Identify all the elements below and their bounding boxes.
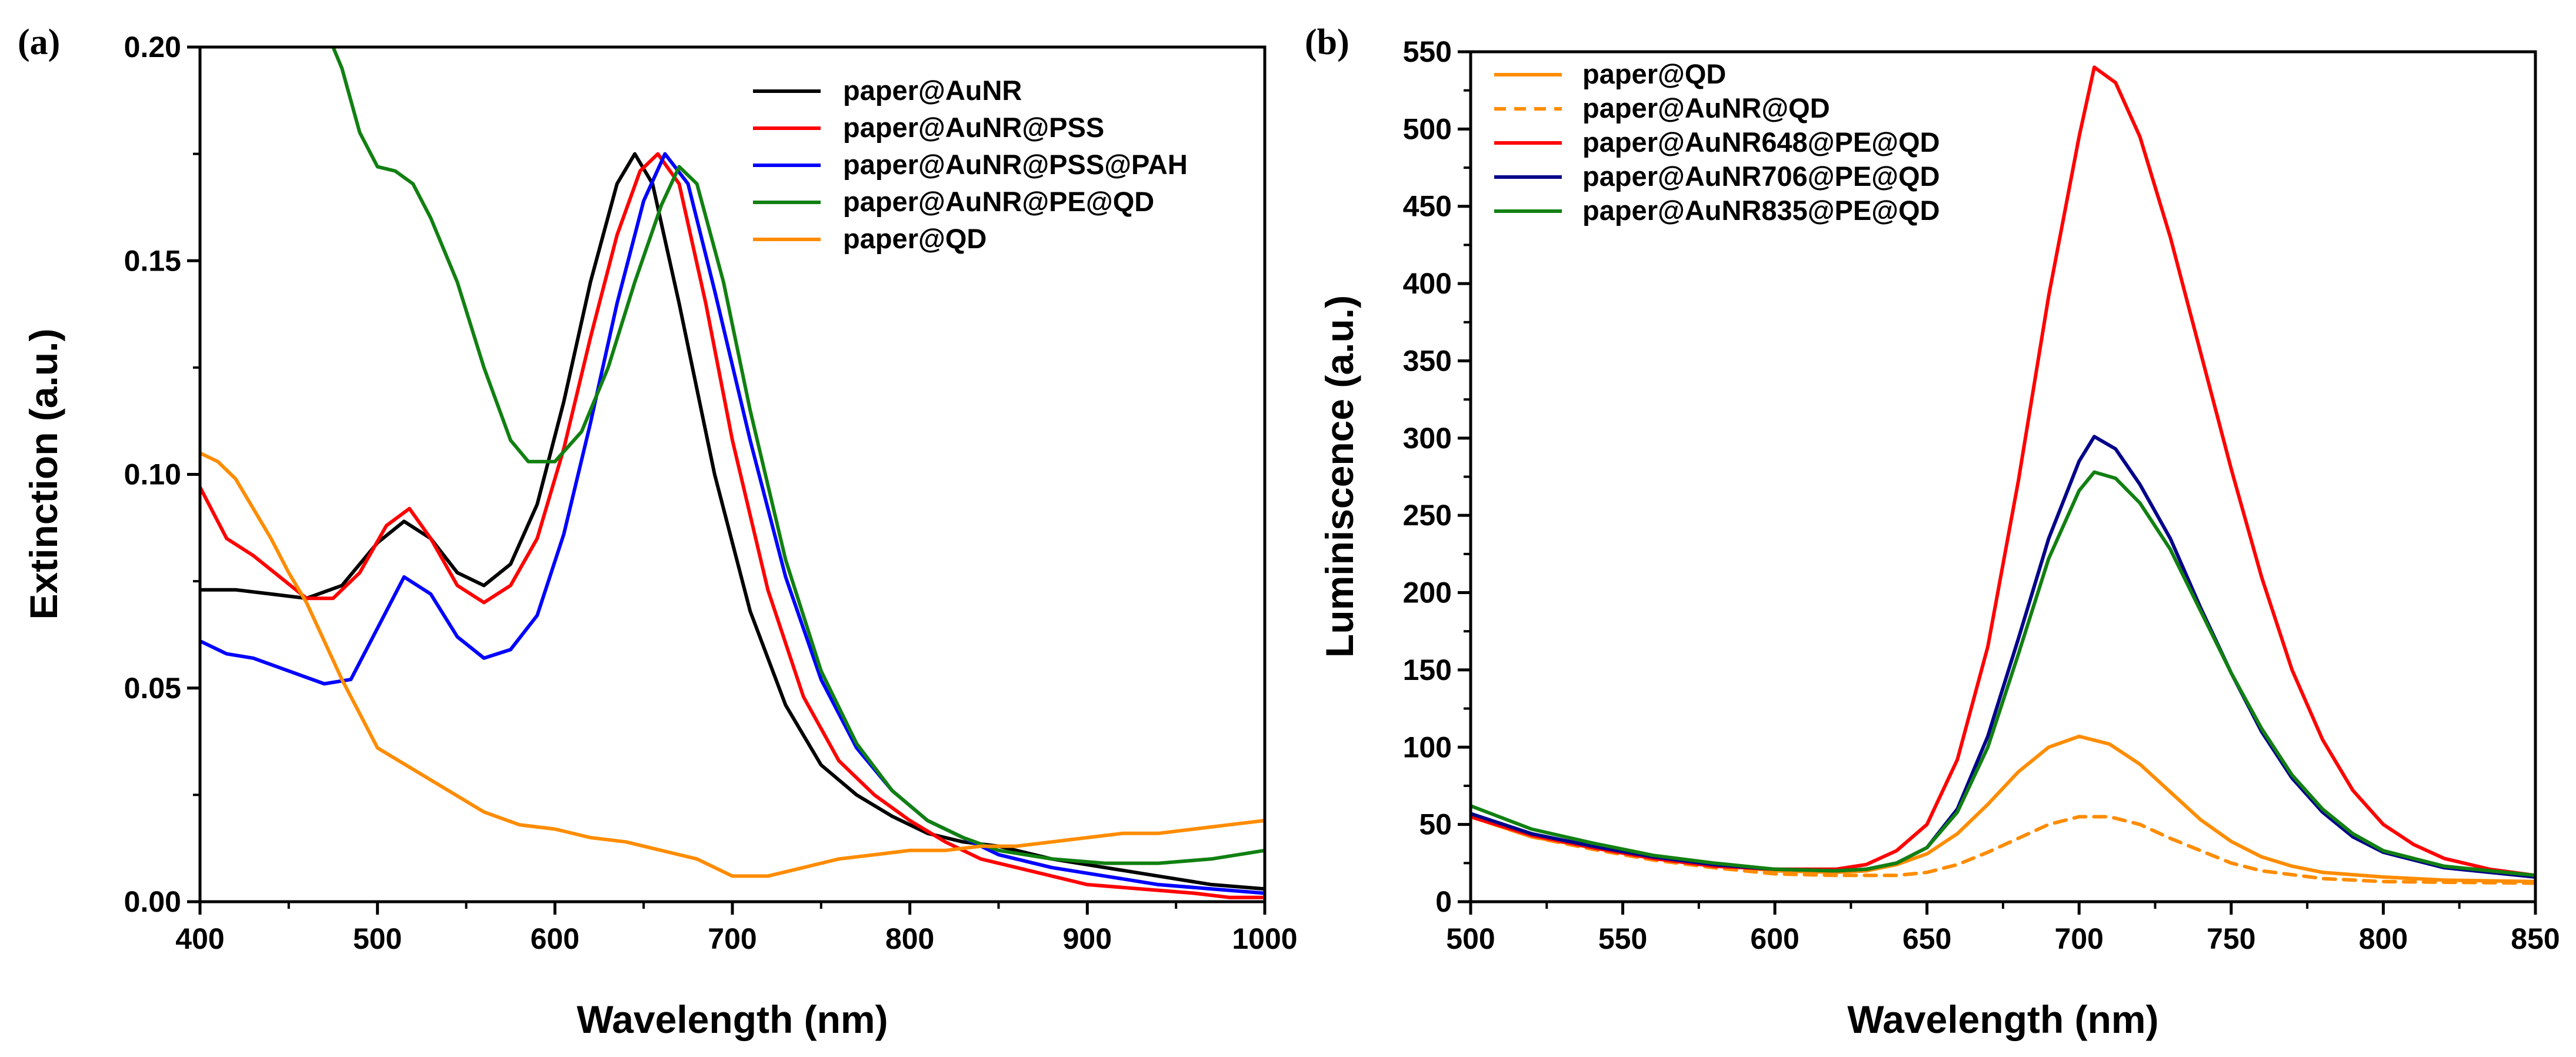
panel-b-plot-frame (1469, 50, 2537, 903)
x-tick-label: 600 (531, 922, 579, 955)
legend-label: paper@AuNR@QD (1582, 92, 1830, 124)
x-tick-label: 1000 (1232, 922, 1297, 955)
panel-b-x-axis-title: Wavelength (nm) (1847, 998, 2158, 1041)
y-tick-label: 50 (1419, 808, 1452, 841)
legend-label: paper@AuNR@PSS (843, 112, 1104, 143)
series-line-paper-aunr835-pe-qd (1471, 470, 2535, 878)
panel-b-letter: (b) (1305, 22, 1349, 62)
y-tick-label: 250 (1403, 499, 1452, 532)
x-tick-label: 900 (1063, 922, 1112, 955)
legend-label: paper@AuNR (843, 75, 1022, 106)
y-tick-label: 0.10 (124, 458, 181, 491)
legend-label: paper@AuNR835@PE@QD (1582, 195, 1940, 226)
series-line-paper-aunr706-pe-qd (1471, 435, 2535, 879)
x-tick-label: 800 (885, 922, 934, 955)
panel-a-plot-frame (198, 45, 1267, 903)
y-tick-label: 0.15 (124, 244, 181, 277)
y-tick-label: 0.05 (124, 672, 181, 705)
panel-b-series (1471, 65, 2535, 885)
panel-a-y-axis-title: Extinction (a.u.) (22, 329, 65, 620)
x-tick-label: 500 (1446, 922, 1495, 955)
series-line-paper-aunr-pss (200, 152, 1265, 899)
y-tick-label: 500 (1403, 112, 1452, 145)
y-tick-label: 100 (1403, 731, 1452, 763)
y-tick-label: 550 (1403, 35, 1452, 68)
y-tick-label: 0.00 (124, 885, 181, 918)
series-line-paper-aunr (200, 152, 1265, 891)
x-tick-label: 700 (708, 922, 757, 955)
legend-label: paper@AuNR@PSS@PAH (843, 149, 1188, 180)
x-tick-label: 600 (1750, 922, 1799, 955)
panel-b-legend: paper@QDpaper@AuNR@QDpaper@AuNR648@PE@QD… (1494, 58, 1940, 226)
y-tick-label: 200 (1403, 576, 1452, 609)
x-tick-label: 800 (2359, 922, 2408, 955)
y-tick-label: 450 (1403, 190, 1452, 223)
panel-a: (a) 400 500 600 700 800 900 1000 0.00 0.05 0.10 0.… (18, 22, 1298, 1041)
panel-b: (b) 500 550 600 650 700 750 800 850 0 50 100 150 200… (1305, 22, 2560, 1041)
legend-label: paper@AuNR706@PE@QD (1582, 161, 1940, 192)
x-tick-label: 700 (2055, 922, 2104, 955)
y-tick-label: 0 (1435, 885, 1452, 918)
legend-label: paper@AuNR648@PE@QD (1582, 126, 1940, 158)
series-line-paper-aunr-pe-qd (331, 47, 1265, 865)
x-tick-label: 550 (1598, 922, 1647, 955)
panel-b-ticks: 500 550 600 650 700 750 800 850 0 50 100 150 200 250 3… (1403, 35, 2560, 955)
legend-label: paper@QD (1582, 58, 1726, 89)
panel-a-letter: (a) (18, 22, 60, 62)
y-tick-label: 350 (1403, 344, 1452, 377)
panel-a-legend: paper@AuNR paper@AuNR@PSS paper@AuNR@PSS@P… (753, 75, 1188, 254)
x-tick-label: 750 (2207, 922, 2255, 955)
x-tick-label: 650 (1902, 922, 1951, 955)
legend-label: paper@AuNR@PE@QD (843, 186, 1154, 217)
y-tick-label: 0.20 (124, 31, 181, 64)
series-line-paper-aunr-pss-pah (200, 152, 1265, 895)
x-tick-label: 500 (353, 922, 402, 955)
series-line-paper-qd (200, 451, 1265, 878)
panel-a-series (200, 47, 1265, 899)
y-tick-label: 150 (1403, 653, 1452, 686)
x-tick-label: 850 (2511, 922, 2560, 955)
y-tick-label: 300 (1403, 422, 1452, 455)
panel-b-y-axis-title: Luminiscence (a.u.) (1318, 295, 1361, 658)
series-line-paper-qd (1471, 734, 2535, 883)
legend-label: paper@QD (843, 223, 987, 254)
panel-a-x-axis-title: Wavelength (nm) (576, 998, 888, 1041)
y-tick-label: 400 (1403, 267, 1452, 300)
x-tick-label: 400 (175, 922, 224, 955)
panel-a-ticks: 400 500 600 700 800 900 1000 0.00 0.05 0.10 0.15 0.… (124, 31, 1298, 955)
